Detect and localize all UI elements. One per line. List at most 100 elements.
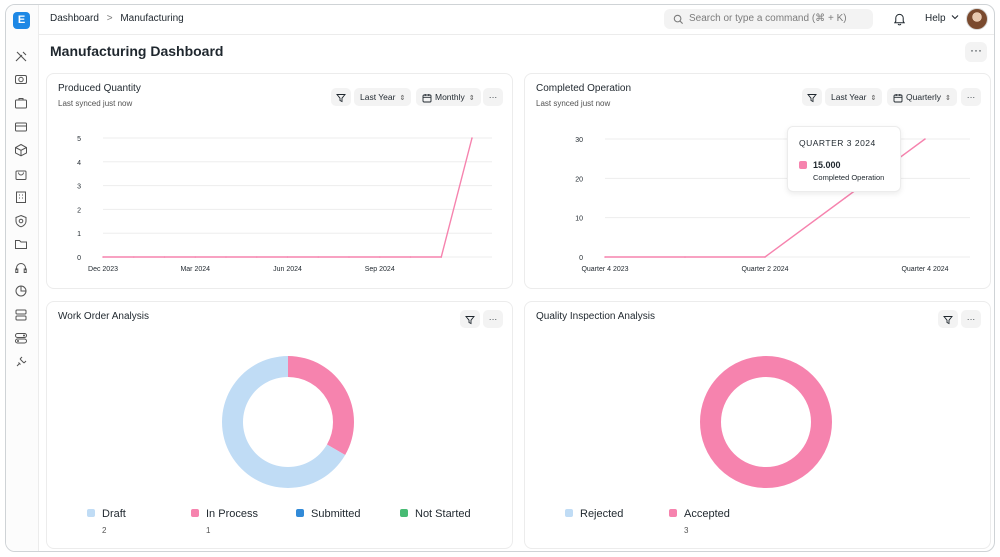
data-point (604, 256, 606, 258)
select-caret-icon: ⇕ (399, 95, 406, 102)
completed-operation-card: Completed Operation Last synced just now… (524, 73, 991, 289)
y-tick-label: 3 (77, 184, 81, 191)
data-point (684, 256, 686, 258)
data-point (317, 256, 320, 258)
pie-icon[interactable] (14, 284, 28, 298)
filter-button[interactable] (802, 88, 822, 106)
camera-icon[interactable] (14, 72, 28, 86)
topbar: Dashboard > Manufacturing Search or type… (39, 5, 994, 35)
breadcrumb: Dashboard > Manufacturing (50, 13, 184, 24)
legend-value: 3 (684, 526, 689, 535)
y-tick-label: 0 (77, 255, 81, 262)
search-icon (673, 14, 684, 25)
bag-icon[interactable] (14, 167, 28, 181)
data-point (286, 256, 289, 258)
breadcrumb-separator: > (106, 13, 113, 24)
legend-value: 2 (102, 526, 107, 535)
data-point (194, 256, 197, 258)
breadcrumb-dashboard[interactable]: Dashboard (50, 13, 99, 24)
data-point (102, 256, 104, 258)
data-point (844, 197, 846, 199)
work-order-donut (222, 356, 354, 488)
app-window: E Dashboard > Manufacturing Search or ty… (5, 4, 995, 552)
card-title: Work Order Analysis (58, 311, 149, 322)
interval-select-label: Monthly (435, 92, 465, 102)
tools-icon[interactable] (14, 49, 28, 63)
filter-icon (807, 93, 817, 102)
search-placeholder: Search or type a command (⌘ + K) (689, 13, 847, 24)
legend-item-draft: Draft 2 (87, 508, 126, 535)
x-tick-label: Sep 2024 (365, 266, 395, 273)
data-point (764, 256, 766, 258)
shield-icon[interactable] (14, 214, 28, 228)
donut-slice (288, 356, 354, 455)
data-point (471, 137, 473, 139)
headset-icon[interactable] (14, 261, 28, 275)
y-tick-label: 10 (575, 216, 583, 223)
card-more-button[interactable]: ··· (961, 310, 981, 328)
card-more-button[interactable]: ··· (961, 88, 981, 106)
plug-icon[interactable] (14, 355, 28, 369)
y-tick-label: 0 (579, 255, 583, 262)
page-title: Manufacturing Dashboard (50, 43, 224, 59)
filter-button[interactable] (331, 88, 351, 106)
x-tick-label: Quarter 2 2024 (741, 266, 788, 273)
filter-icon (465, 315, 475, 324)
interval-select[interactable]: Quarterly ⇕ (887, 88, 957, 106)
card-more-button[interactable]: ··· (483, 88, 503, 106)
filter-button[interactable] (938, 310, 958, 328)
legend-value: 1 (206, 526, 211, 535)
cube-icon[interactable] (14, 143, 28, 157)
briefcase-icon[interactable] (14, 96, 28, 110)
tooltip-series-name: Completed Operation (813, 173, 885, 182)
legend-item-rejected: Rejected (565, 508, 623, 520)
y-tick-label: 4 (77, 160, 81, 167)
notification-bell-icon[interactable] (893, 12, 906, 26)
filter-button[interactable] (460, 310, 480, 328)
range-select-label: Last Year (831, 92, 867, 102)
range-select[interactable]: Last Year ⇕ (354, 88, 412, 106)
y-tick-label: 20 (575, 176, 583, 183)
series-line (103, 137, 473, 258)
page-more-button[interactable]: ··· (965, 42, 987, 62)
interval-select[interactable]: Monthly ⇕ (416, 88, 481, 106)
legend-label: Submitted (311, 508, 361, 520)
legend-item-accepted: Accepted 3 (669, 508, 730, 535)
legend-swatch (191, 509, 199, 517)
app-logo[interactable]: E (13, 12, 30, 29)
y-tick-label: 5 (77, 136, 81, 143)
user-avatar[interactable] (966, 8, 988, 30)
search-input[interactable]: Search or type a command (⌘ + K) (664, 9, 873, 29)
building-icon[interactable] (14, 190, 28, 204)
select-caret-icon: ⇕ (944, 95, 951, 102)
legend-item-in-process: In Process 1 (191, 508, 258, 535)
server-icon[interactable] (14, 308, 28, 322)
x-tick-label: Mar 2024 (180, 266, 210, 273)
calendar-icon (422, 93, 432, 103)
filter-icon (336, 93, 346, 102)
toggle-icon[interactable] (14, 331, 28, 345)
breadcrumb-manufacturing[interactable]: Manufacturing (120, 13, 184, 24)
help-menu[interactable]: Help (925, 13, 959, 24)
folder-icon[interactable] (14, 237, 28, 251)
tooltip-value: 15.000 (813, 160, 841, 170)
x-tick-label: Jun 2024 (273, 266, 302, 273)
tooltip-swatch (799, 161, 807, 169)
work-order-analysis-card: Work Order Analysis ··· Draft 2 In Proce… (46, 301, 513, 549)
quality-inspection-card: Quality Inspection Analysis ··· Rejected… (524, 301, 991, 549)
range-select[interactable]: Last Year ⇕ (825, 88, 883, 106)
legend-label: Rejected (580, 508, 624, 520)
sidebar: E (6, 5, 39, 551)
card-sync-status: Last synced just now (58, 99, 133, 108)
chart-tooltip: QUARTER 3 2024 15.000 Completed Operatio… (787, 126, 901, 192)
card-icon[interactable] (14, 120, 28, 134)
x-tick-label: Quarter 4 2024 (901, 266, 948, 273)
range-select-label: Last Year (360, 92, 396, 102)
legend-label: Draft (102, 508, 126, 520)
quality-inspection-donut (700, 356, 832, 488)
y-tick-label: 2 (77, 207, 81, 214)
data-point (225, 256, 227, 258)
card-more-button[interactable]: ··· (483, 310, 503, 328)
chevron-down-icon (951, 15, 959, 20)
legend-swatch (669, 509, 677, 517)
